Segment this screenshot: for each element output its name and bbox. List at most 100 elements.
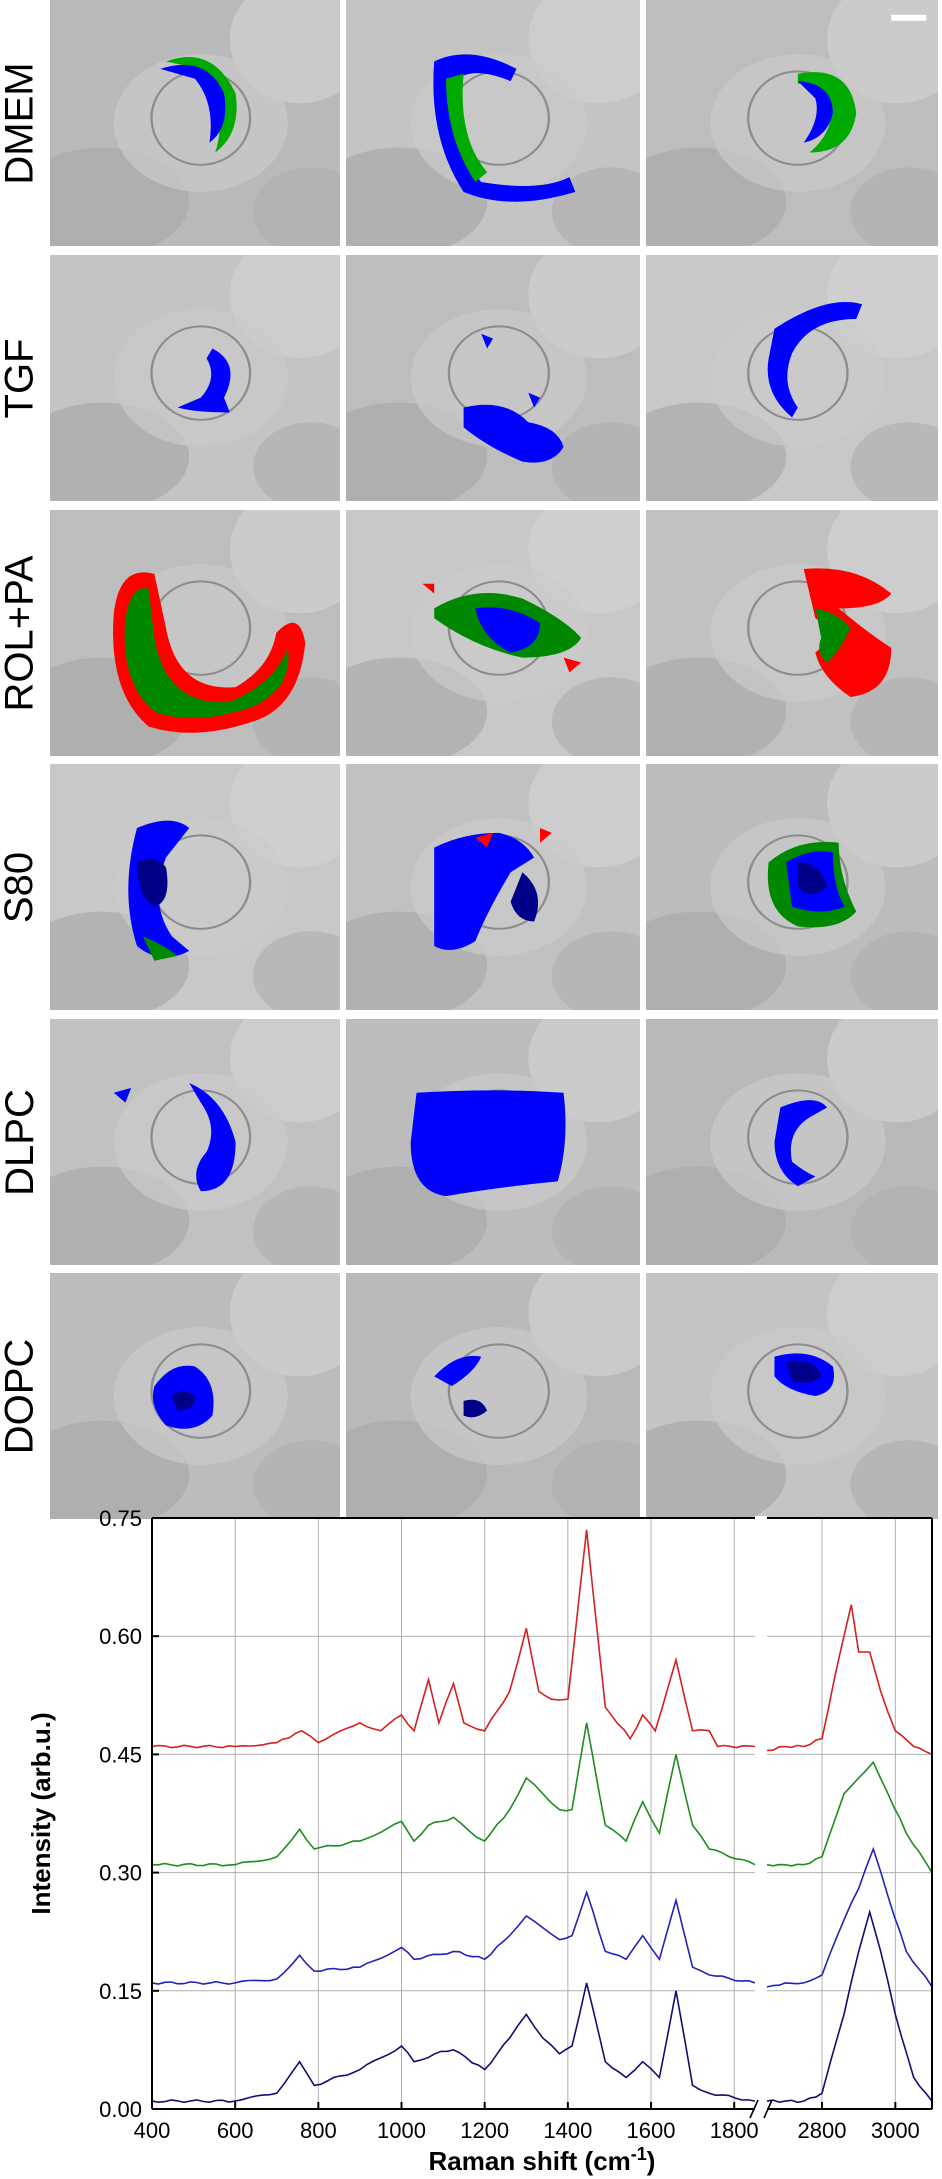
cluster-overlay xyxy=(767,302,863,418)
cell-image-panel xyxy=(346,1019,640,1265)
spectrum-line-3-right xyxy=(766,1846,933,1988)
cell-texture xyxy=(551,1186,640,1265)
cluster-overlay xyxy=(434,832,535,950)
cell-image-panel xyxy=(50,1019,340,1265)
scan-region-box xyxy=(405,277,587,469)
cluster-overlay xyxy=(160,64,226,143)
row-label-s80: S80 xyxy=(0,764,42,1010)
scan-region-box xyxy=(739,294,867,424)
row-label-dopc: DOPC xyxy=(0,1273,42,1519)
cluster-overlay xyxy=(815,608,851,663)
cell-image-panel xyxy=(50,0,340,246)
scan-region-box xyxy=(428,44,581,189)
spectrum-line-3-left xyxy=(151,1889,756,1985)
cell-image-panel xyxy=(50,764,340,1010)
cluster-overlay xyxy=(177,348,231,413)
scale-bar xyxy=(891,14,927,21)
spectrum-line-4-left xyxy=(151,1982,756,2104)
scan-region-box xyxy=(120,304,271,439)
cluster-overlay xyxy=(797,72,857,153)
row-label-text: DMEM xyxy=(0,61,42,185)
cell-nucleus-outline xyxy=(747,834,849,930)
axis-break-gap xyxy=(755,1516,767,2111)
cell-texture xyxy=(253,1186,340,1265)
cell-texture xyxy=(113,309,288,447)
row-label-text: DLPC xyxy=(0,1088,42,1196)
row-label-text: DOPC xyxy=(0,1338,42,1454)
cell-texture xyxy=(850,1440,938,1519)
x-tick-label: 800 xyxy=(300,2118,337,2143)
cell-image-panel xyxy=(346,255,640,501)
cluster-overlay xyxy=(171,1391,195,1411)
cell-texture xyxy=(253,422,340,501)
cluster-overlay xyxy=(797,81,833,143)
cluster-overlay xyxy=(797,862,828,895)
cell-image-panel xyxy=(50,1273,340,1519)
cluster-overlay xyxy=(124,588,289,719)
row-label-text: ROL+PA xyxy=(0,555,42,711)
scan-region-box xyxy=(422,818,575,961)
cluster-overlay xyxy=(475,827,552,848)
axis-break-mark xyxy=(763,2099,773,2119)
cluster-overlay xyxy=(786,1360,822,1383)
scan-region-box xyxy=(754,1342,880,1438)
row-label-dlpc: DLPC xyxy=(0,1019,42,1265)
cell-texture xyxy=(410,309,588,447)
row-label-text: TGF xyxy=(0,338,42,418)
y-tick-label: 0.75 xyxy=(99,1510,142,1531)
x-tick-label: 3000 xyxy=(871,2118,920,2143)
cell-texture xyxy=(710,309,886,447)
row-label-tgf: TGF xyxy=(0,255,42,501)
y-tick-label: 0.00 xyxy=(99,2097,142,2122)
scan-region-box xyxy=(417,562,599,695)
cell-image-panel xyxy=(646,0,938,246)
row-label-text: S80 xyxy=(0,851,42,923)
cluster-overlay xyxy=(166,57,237,153)
scan-region-box xyxy=(120,39,291,187)
cluster-overlay xyxy=(774,1100,828,1187)
x-tick-label: 600 xyxy=(217,2118,254,2143)
cell-image-panel xyxy=(646,1019,938,1265)
cell-texture xyxy=(710,1327,886,1465)
scan-region-box xyxy=(745,811,891,936)
cell-nucleus-outline xyxy=(150,1343,252,1439)
cluster-overlay xyxy=(410,1090,566,1197)
x-tick-label: 400 xyxy=(134,2118,171,2143)
cell-texture xyxy=(253,167,340,246)
cell-texture xyxy=(551,167,640,246)
cluster-overlay xyxy=(113,1082,236,1192)
cell-image-panel xyxy=(346,764,640,1010)
x-tick-label: 1800 xyxy=(710,2118,759,2143)
cell-image-panel xyxy=(646,1273,938,1519)
x-axis-title: Raman shift (cm-1) xyxy=(429,2144,656,2176)
spectrum-line-2-left xyxy=(151,1722,756,1867)
spectrum-line-1-right xyxy=(766,1604,933,1756)
cell-texture xyxy=(710,54,886,192)
cluster-overlay xyxy=(137,858,168,907)
x-tick-label: 1200 xyxy=(460,2118,509,2143)
x-tick-label: 2800 xyxy=(798,2118,847,2143)
cell-image-panel xyxy=(346,0,640,246)
x-tick-label: 1600 xyxy=(627,2118,676,2143)
spectrum-line-4-right xyxy=(766,1909,933,2104)
cell-texture xyxy=(551,422,640,501)
y-tick-label: 0.15 xyxy=(99,1979,142,2004)
cell-texture xyxy=(850,422,938,501)
scan-region-box xyxy=(411,1090,567,1198)
cell-nucleus-outline xyxy=(447,1343,551,1439)
row-label-rol-pa: ROL+PA xyxy=(0,510,42,756)
cell-image-panel xyxy=(646,255,938,501)
cluster-overlay xyxy=(445,73,488,183)
scan-region-box xyxy=(745,564,873,672)
y-tick-label: 0.60 xyxy=(99,1624,142,1649)
cell-texture xyxy=(850,931,938,1010)
x-tick-label: 1000 xyxy=(377,2118,426,2143)
raman-spectra-chart: 0.00 0.15 0.30 0.45 0.60 0.75 400 600 800 1000 120… xyxy=(26,1510,933,2176)
spectrum-line-1-left xyxy=(151,1529,756,1749)
scan-region-box xyxy=(114,1330,276,1463)
cell-texture xyxy=(253,1440,340,1519)
cell-texture xyxy=(253,931,340,1010)
cell-texture xyxy=(850,167,938,246)
x-tick-label: 1400 xyxy=(543,2118,592,2143)
cell-image-panel xyxy=(646,510,938,756)
